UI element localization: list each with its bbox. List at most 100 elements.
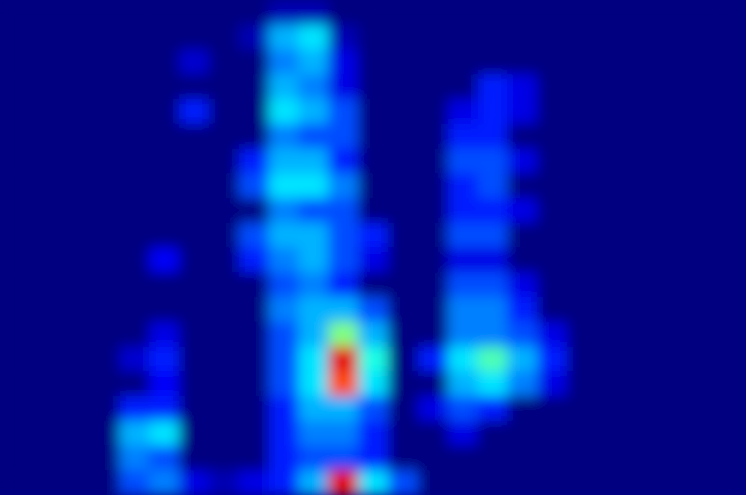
heatmap-cell <box>179 371 209 396</box>
heatmap-cell <box>239 25 269 50</box>
heatmap-cell <box>507 149 537 174</box>
heatmap-cell <box>60 446 90 471</box>
heatmap-cell <box>656 50 686 75</box>
heatmap-cell <box>358 50 388 75</box>
heatmap-cell <box>597 371 627 396</box>
heatmap-cell <box>239 99 269 124</box>
heatmap-cell <box>448 124 478 149</box>
heatmap-cell <box>627 297 657 322</box>
heatmap-cell <box>358 248 388 273</box>
heatmap-cell <box>30 421 60 446</box>
heatmap-cell <box>30 223 60 248</box>
heatmap-cell <box>716 149 746 174</box>
heatmap-cell <box>627 50 657 75</box>
heatmap-cell <box>328 446 358 471</box>
heatmap-cell <box>567 446 597 471</box>
heatmap-cell <box>716 99 746 124</box>
heatmap-cell <box>597 50 627 75</box>
heatmap-cell <box>60 0 90 25</box>
heatmap-cell <box>179 272 209 297</box>
heatmap-cell <box>298 347 328 372</box>
heatmap-cell <box>119 173 149 198</box>
heatmap-cell <box>60 74 90 99</box>
heatmap-cell <box>418 223 448 248</box>
heatmap-cell <box>507 198 537 223</box>
heatmap-cell <box>119 0 149 25</box>
heatmap-cell <box>60 25 90 50</box>
heatmap-cell <box>179 297 209 322</box>
heatmap-cell <box>537 74 567 99</box>
heatmap-cell <box>627 223 657 248</box>
heatmap-cell <box>179 421 209 446</box>
heatmap-cell <box>477 124 507 149</box>
heatmap-cell <box>567 272 597 297</box>
heatmap-cell <box>358 347 388 372</box>
heatmap-cell <box>60 272 90 297</box>
heatmap-cell <box>597 272 627 297</box>
heatmap-cell <box>298 248 328 273</box>
heatmap-cell <box>537 322 567 347</box>
heatmap-cell <box>716 297 746 322</box>
heatmap-cell <box>716 25 746 50</box>
heatmap-cell <box>30 198 60 223</box>
heatmap-cell <box>358 371 388 396</box>
heatmap-cell <box>686 198 716 223</box>
heatmap-cell <box>119 50 149 75</box>
heatmap-cell <box>627 322 657 347</box>
heatmap-cell <box>239 272 269 297</box>
heatmap-cell <box>418 470 448 495</box>
heatmap-cell <box>298 99 328 124</box>
heatmap-cell <box>90 248 120 273</box>
chart <box>0 0 746 495</box>
heatmap-cell <box>627 173 657 198</box>
heatmap-cell <box>60 371 90 396</box>
heatmap-cell <box>60 173 90 198</box>
heatmap-cell <box>179 25 209 50</box>
heatmap-cell <box>179 446 209 471</box>
heatmap-cell <box>597 470 627 495</box>
heatmap-cell <box>716 0 746 25</box>
heatmap-cell <box>656 74 686 99</box>
heatmap-cell <box>716 396 746 421</box>
heatmap-cell <box>597 173 627 198</box>
heatmap-cell <box>656 198 686 223</box>
heatmap-cell <box>507 74 537 99</box>
heatmap-cell <box>627 396 657 421</box>
heatmap-cell <box>686 0 716 25</box>
heatmap-cell <box>477 74 507 99</box>
heatmap-cell <box>716 198 746 223</box>
heatmap-cell <box>656 470 686 495</box>
heatmap-cell <box>656 446 686 471</box>
heatmap-cell <box>0 25 30 50</box>
heatmap-cell <box>597 74 627 99</box>
heatmap-cell <box>627 371 657 396</box>
heatmap-cell <box>358 446 388 471</box>
heatmap-cell <box>716 272 746 297</box>
heatmap-cell <box>149 124 179 149</box>
heatmap-cell <box>119 198 149 223</box>
heatmap-cell <box>269 371 299 396</box>
heatmap-cell <box>209 74 239 99</box>
heatmap-cell <box>269 25 299 50</box>
heatmap-cell <box>328 322 358 347</box>
heatmap-cell <box>298 446 328 471</box>
heatmap-cell <box>149 173 179 198</box>
heatmap-cell <box>656 272 686 297</box>
heatmap-cell <box>298 470 328 495</box>
heatmap-cell <box>0 173 30 198</box>
heatmap-cell <box>597 347 627 372</box>
heatmap-cell <box>686 347 716 372</box>
heatmap-cell <box>328 396 358 421</box>
heatmap-cell <box>567 50 597 75</box>
heatmap-cell <box>179 173 209 198</box>
heatmap-cell <box>507 0 537 25</box>
heatmap-cell <box>149 446 179 471</box>
heatmap-cell <box>269 50 299 75</box>
heatmap-cell <box>239 297 269 322</box>
heatmap-cell <box>90 149 120 174</box>
heatmap-cell <box>627 248 657 273</box>
heatmap-cell <box>597 297 627 322</box>
heatmap-cell <box>149 99 179 124</box>
heatmap-cell <box>0 74 30 99</box>
heatmap-cell <box>567 25 597 50</box>
